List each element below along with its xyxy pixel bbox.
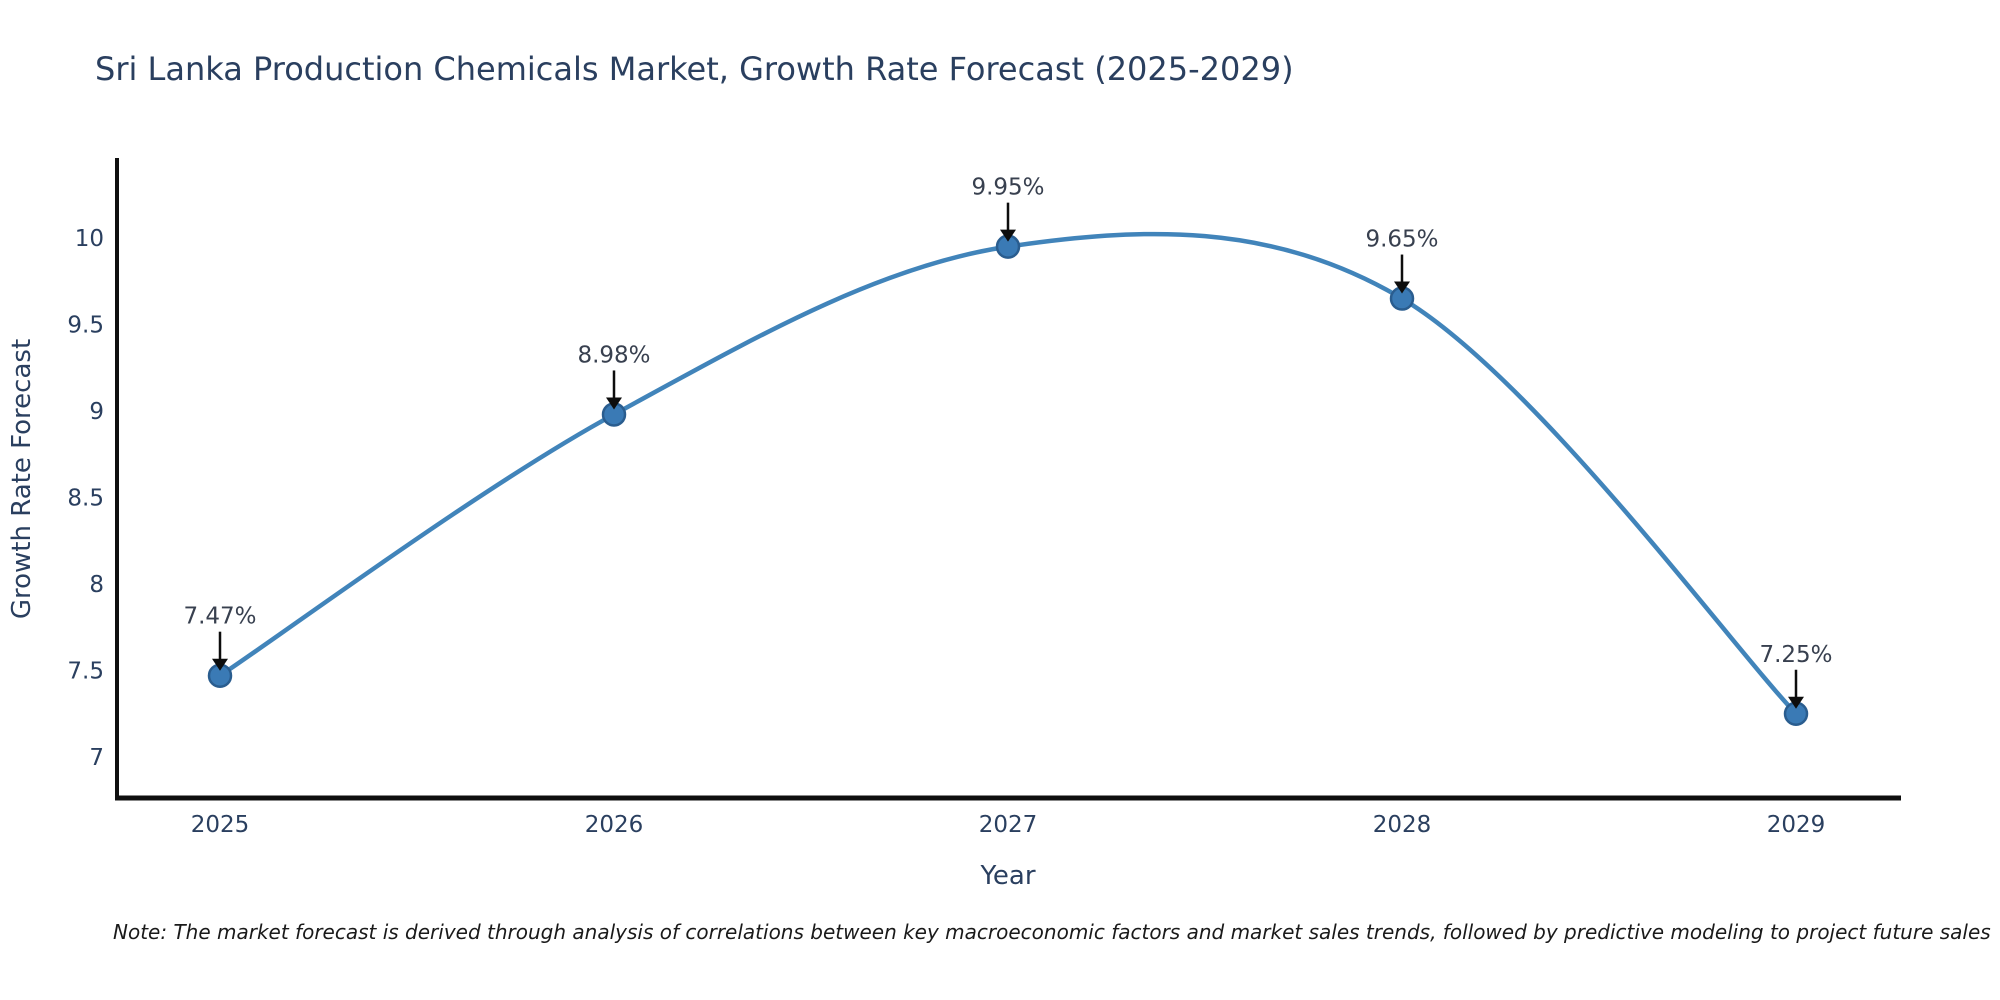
annotation-arrowhead [1000, 229, 1016, 242]
y-tick-label: 10 [75, 226, 104, 252]
y-axis-title: Growth Rate Forecast [7, 339, 37, 619]
data-point-label: 7.25% [1759, 642, 1832, 668]
data-point-label: 9.95% [971, 175, 1044, 201]
x-axis-title: Year [979, 861, 1035, 891]
data-point-label: 8.98% [577, 342, 650, 368]
annotation-arrowhead [212, 658, 228, 671]
annotation-arrowhead [1394, 281, 1410, 294]
x-tick-label: 2028 [1373, 812, 1432, 838]
y-tick-label: 7.5 [67, 659, 104, 685]
annotation-arrowhead [606, 397, 622, 410]
annotation-arrowhead [1788, 696, 1804, 709]
data-point-label: 7.47% [183, 604, 256, 630]
x-tick-label: 2025 [191, 812, 250, 838]
x-tick-label: 2027 [979, 812, 1038, 838]
data-point-label: 9.65% [1365, 227, 1438, 253]
x-tick-label: 2029 [1767, 812, 1826, 838]
trend-line [217, 231, 1799, 716]
chart-title: Sri Lanka Production Chemicals Market, G… [95, 50, 1294, 88]
y-tick-label: 8.5 [67, 486, 104, 512]
y-tick-label: 7 [89, 745, 104, 771]
footnote: Note: The market forecast is derived thr… [113, 920, 1991, 944]
y-tick-label: 9 [89, 399, 104, 425]
y-tick-label: 8 [89, 572, 104, 598]
y-tick-label: 9.5 [67, 313, 104, 339]
x-tick-label: 2026 [585, 812, 644, 838]
